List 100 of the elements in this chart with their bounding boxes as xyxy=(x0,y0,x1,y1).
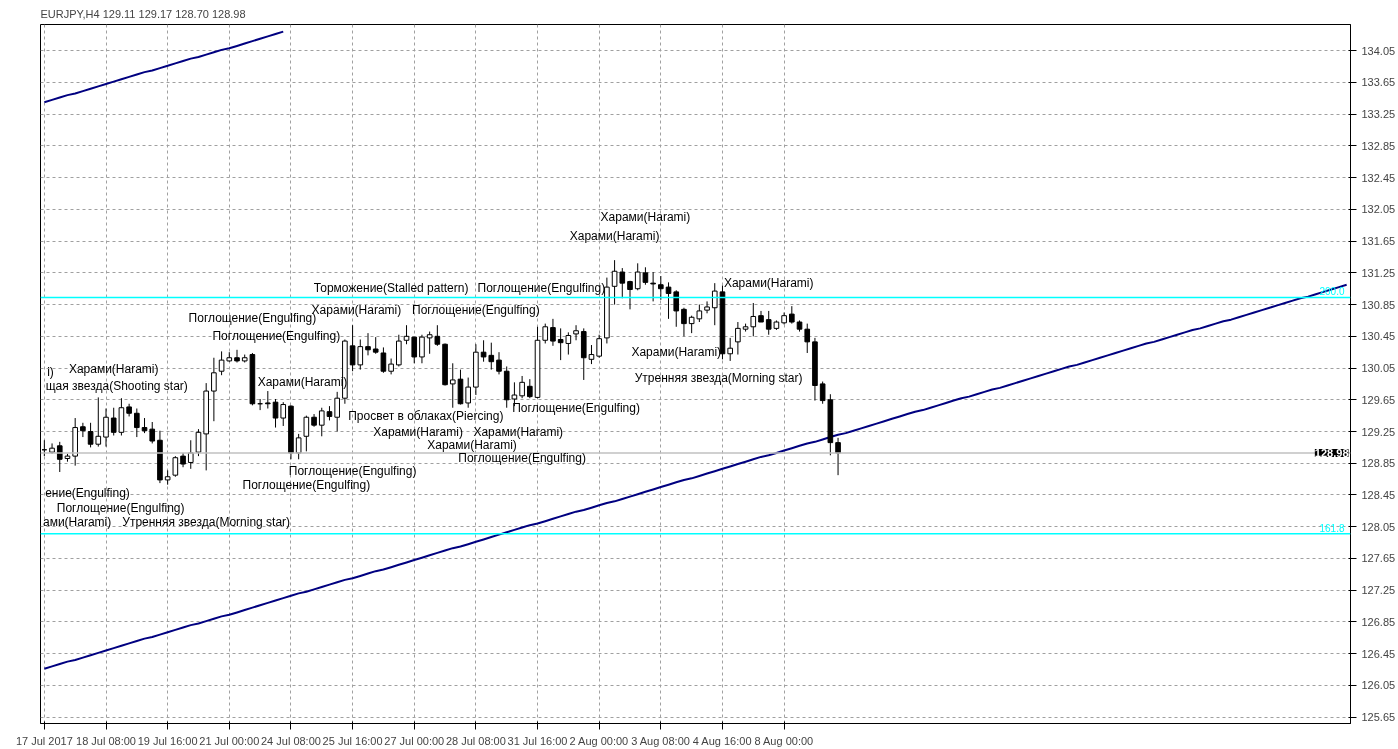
candlestick xyxy=(711,282,718,326)
candlestick xyxy=(234,349,240,363)
annotation: Поглощение(Engulfing) xyxy=(288,464,417,479)
y-tick-label: 132.05 xyxy=(1361,203,1396,216)
x-tick-label: 8 Aug 00:00 xyxy=(754,734,814,747)
candlestick xyxy=(496,351,502,375)
x-tick-label: 31 Jul 16:00 xyxy=(507,734,568,747)
candlestick xyxy=(465,377,471,409)
candlestick xyxy=(396,334,402,367)
x-tick-label: 18 Jul 08:00 xyxy=(76,734,136,747)
candlestick xyxy=(658,275,664,301)
y-tick-label: 128.45 xyxy=(1361,489,1396,501)
candlestick xyxy=(149,421,156,444)
y-tick-label: 126.45 xyxy=(1361,647,1396,660)
candlestick xyxy=(187,439,194,470)
chart-title: EURJPY,H4 129.11 129.17 128.70 128.98 xyxy=(40,7,246,20)
annotation: щая звезда(Shooting star) xyxy=(45,379,188,394)
candlestick xyxy=(650,271,656,302)
annotation: Поглощение(Engulfing) xyxy=(212,329,341,344)
y-tick-label: 128.85 xyxy=(1361,457,1396,470)
y-tick-label: 125.65 xyxy=(1361,711,1396,724)
annotation: Харами(Harami) xyxy=(427,438,517,453)
x-tick-label: 2 Aug 00:00 xyxy=(569,734,629,747)
candlestick xyxy=(303,415,310,452)
x-tick-label: 3 Aug 08:00 xyxy=(631,734,690,747)
candlestick xyxy=(265,390,271,410)
candlestick xyxy=(573,324,579,341)
candlestick xyxy=(211,357,217,422)
y-tick-label: 132.45 xyxy=(1361,171,1396,184)
annotation: Харами(Harami) xyxy=(631,345,722,360)
candlestick xyxy=(627,280,633,310)
x-tick-label: 27 Jul 00:00 xyxy=(384,734,445,747)
y-tick-label: 126.05 xyxy=(1361,679,1396,692)
x-tick-label: 19 Jul 16:00 xyxy=(137,734,198,747)
annotation: Торможение(Stalled pattern) xyxy=(313,280,469,295)
line-series xyxy=(43,30,285,104)
candlestick xyxy=(134,408,140,438)
candlestick xyxy=(735,321,741,356)
candlestick xyxy=(519,375,525,399)
y-tick-label: 126.85 xyxy=(1361,615,1396,628)
candlestick xyxy=(318,407,325,437)
annotation: Харами(Harami) xyxy=(373,424,463,439)
annotation: Харами(Harami) xyxy=(723,276,814,291)
candlestick xyxy=(380,346,387,374)
annotation: 161.8 xyxy=(1319,522,1345,534)
candlestick xyxy=(835,437,841,476)
y-tick-label: 127.25 xyxy=(1361,584,1396,597)
candlestick xyxy=(80,422,86,438)
annotation: ами(Harami) xyxy=(42,514,112,529)
annotation: i) xyxy=(47,365,54,380)
y-tick-label: 131.65 xyxy=(1361,235,1396,248)
annotation: ение(Engulfing) xyxy=(45,486,130,501)
annotation: 200.0 xyxy=(1319,286,1345,298)
candlestick xyxy=(103,408,109,448)
candlestick xyxy=(727,337,733,362)
candlestick xyxy=(527,378,533,399)
y-tick-label: 130.05 xyxy=(1361,362,1396,375)
annotation: Утренняя звезда(Morning star) xyxy=(122,514,291,529)
y-tick-label: 132.85 xyxy=(1361,139,1396,152)
annotation: Поглощение(Engulfing) xyxy=(512,400,640,415)
annotation: Поглощение(Engulfing) xyxy=(412,303,540,318)
candlestick xyxy=(665,281,672,320)
y-tick-label: 130.45 xyxy=(1361,330,1396,343)
candlestick xyxy=(681,307,687,337)
y-tick-label: 131.25 xyxy=(1361,266,1396,279)
annotation: Поглощение(Engulfing) xyxy=(56,500,185,515)
candlestick xyxy=(449,362,456,409)
y-tick-label: 127.65 xyxy=(1361,552,1396,565)
x-tick-label: 24 Jul 08:00 xyxy=(260,734,321,747)
candlestick xyxy=(704,300,710,314)
candlestick xyxy=(596,334,602,359)
candlestick xyxy=(804,323,811,354)
candlestick xyxy=(295,433,302,460)
annotation: Поглощение(Engulfing) xyxy=(242,477,371,492)
candlestick xyxy=(172,455,179,478)
y-tick-label: 130.85 xyxy=(1361,298,1396,311)
annotation: Харами(Harami) xyxy=(600,210,691,225)
y-tick-label: 133.25 xyxy=(1361,108,1396,121)
y-tick-label: 129.65 xyxy=(1361,393,1396,406)
candlestick xyxy=(673,289,680,328)
x-tick-label: 17 Jul 2017 xyxy=(15,734,73,747)
annotation: Утренняя звезда(Morning star) xyxy=(634,370,803,385)
ref-line-label: 128.98 xyxy=(1314,446,1349,459)
candlestick xyxy=(403,324,410,345)
candlestick xyxy=(542,323,549,344)
candlestick xyxy=(750,302,757,337)
candlestick xyxy=(550,318,556,347)
candlestick xyxy=(365,332,371,356)
x-tick-label: 21 Jul 00:00 xyxy=(199,734,260,747)
y-tick-label: 129.25 xyxy=(1361,425,1396,438)
annotation: Поглощение(Engulfing) xyxy=(458,451,586,466)
annotation: Харами(Harami) xyxy=(473,424,564,439)
y-tick-label: 133.65 xyxy=(1361,76,1396,89)
candlestick xyxy=(280,401,287,427)
candlestick xyxy=(419,334,425,364)
annotation: Харами(Harami) xyxy=(569,228,660,243)
candlestick xyxy=(272,398,279,429)
candlestick xyxy=(334,391,340,433)
x-tick-label: 28 Jul 08:00 xyxy=(445,734,506,747)
y-tick-label: 134.05 xyxy=(1361,44,1396,57)
